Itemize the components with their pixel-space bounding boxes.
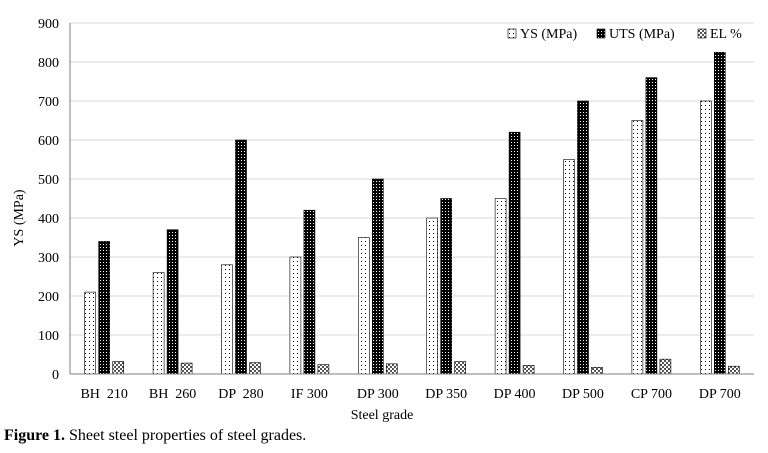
bar-dark-dots	[166, 229, 179, 375]
bar-checker	[591, 367, 603, 375]
y-tick-label: 200	[38, 290, 59, 305]
x-tick-label: IF 300	[291, 387, 328, 402]
bar-light-dots	[84, 291, 96, 375]
bar-dark-dots	[713, 51, 726, 375]
bar-dark-dots	[508, 131, 521, 375]
bar-light-dots	[357, 237, 370, 375]
legend-swatch	[596, 28, 606, 39]
figure-caption: Figure 1. Sheet steel properties of stee…	[4, 427, 306, 445]
legend-label: YS (MPa)	[520, 27, 578, 42]
y-tick-label: 600	[38, 134, 59, 149]
bar-light-dots	[152, 272, 165, 375]
bar-dark-dots	[371, 178, 384, 375]
bars	[84, 51, 740, 375]
x-tick-label: DP 350	[425, 387, 467, 402]
bar-checker	[249, 362, 261, 375]
bar-dark-dots	[303, 209, 316, 375]
bar-checker	[317, 364, 330, 375]
bar-dark-dots	[440, 198, 453, 375]
figure-caption-label: Figure 1.	[4, 427, 66, 444]
x-tick-label: BH 210	[80, 387, 127, 402]
x-tick-label: DP 400	[494, 387, 536, 402]
bar-dark-dots	[98, 241, 110, 375]
x-tick-label: DP 300	[357, 387, 399, 402]
legend-swatch	[697, 28, 707, 39]
axes	[69, 23, 754, 375]
legend: YS (MPa) UTS (MPa) EL %	[507, 27, 742, 42]
bar-dark-dots	[577, 100, 589, 375]
x-tick-label: BH 260	[149, 387, 196, 402]
bar-checker	[112, 361, 124, 375]
x-axis-title: Steel grade	[351, 408, 414, 423]
legend-label: EL %	[710, 27, 742, 42]
bar-checker	[454, 361, 467, 375]
tick-labels: 0 100 200 300 400 500 600 700 800 900 BH 210 BH 260…	[38, 17, 741, 402]
bar-light-dots	[289, 256, 302, 375]
bar-light-dots	[221, 264, 233, 375]
bar-checker	[659, 358, 672, 375]
x-tick-label: DP 700	[699, 387, 741, 402]
gridlines	[70, 22, 754, 336]
legend-label: UTS (MPa)	[609, 27, 675, 42]
x-tick-label: DP 500	[562, 387, 604, 402]
y-tick-label: 500	[38, 173, 59, 188]
y-tick-label: 400	[38, 212, 59, 227]
bar-chart: 0 100 200 300 400 500 600 700 800 900 BH 210 BH 260…	[12, 17, 754, 423]
bar-checker	[727, 365, 740, 375]
bar-dark-dots	[645, 77, 658, 375]
y-tick-label: 0	[52, 368, 59, 383]
bar-light-dots	[563, 159, 575, 375]
y-tick-label: 300	[38, 251, 59, 266]
y-tick-label: 100	[38, 329, 59, 344]
bar-checker	[522, 365, 535, 375]
bar-checker	[180, 362, 193, 375]
y-axis-title: YS (MPa)	[12, 189, 27, 247]
bar-light-dots	[426, 217, 439, 375]
bar-dark-dots	[235, 139, 247, 375]
bar-light-dots	[699, 100, 712, 375]
bar-light-dots	[494, 198, 507, 375]
x-tick-label: DP 280	[218, 387, 263, 402]
y-tick-label: 800	[38, 56, 59, 71]
x-tick-label: CP 700	[631, 387, 672, 402]
figure-caption-text: Sheet steel properties of steel grades.	[65, 427, 307, 444]
bar-checker	[385, 363, 398, 375]
legend-swatch	[507, 28, 517, 39]
y-tick-label: 700	[38, 95, 59, 110]
bar-light-dots	[631, 120, 644, 375]
y-tick-label: 900	[38, 17, 59, 32]
